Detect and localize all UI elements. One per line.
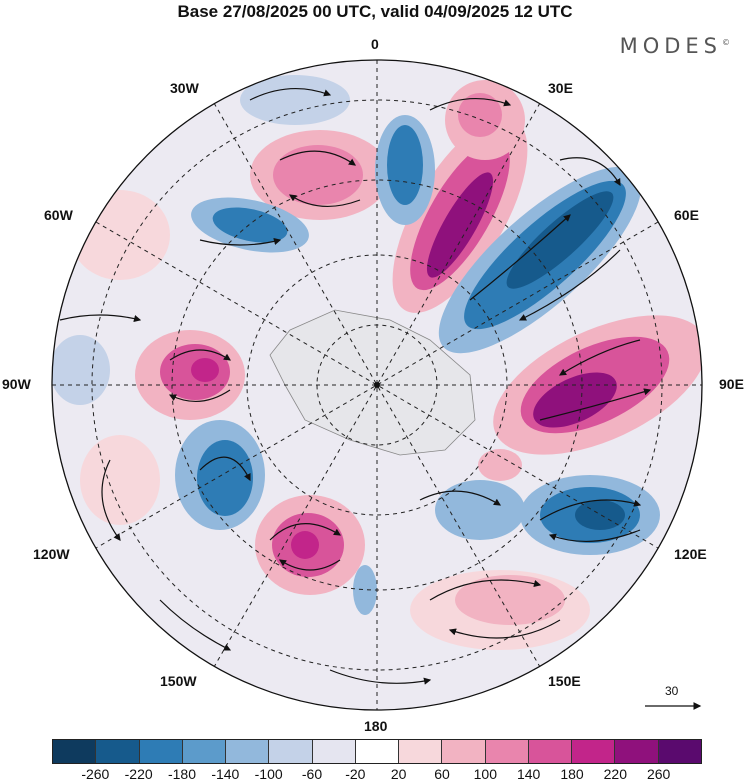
meridian-label-120w: 120W <box>33 546 70 562</box>
wind-reference-value: 30 <box>665 684 679 698</box>
brand-text: MODES <box>619 34 722 58</box>
meridian-label-30w: 30W <box>170 80 199 96</box>
colorbar-tick-label: 100 <box>473 766 498 782</box>
colorbar-tick-label: 60 <box>434 766 450 782</box>
colorbar-swatch <box>355 740 400 763</box>
colorbar-tick-label: -60 <box>301 766 323 782</box>
colorbar-tick-label: 180 <box>560 766 584 782</box>
map-boundary <box>51 59 703 711</box>
colorbar-tick-label: -220 <box>124 766 153 782</box>
colorbar-tick-label: -140 <box>211 766 240 782</box>
colorbar-swatch <box>226 740 270 763</box>
colorbar <box>52 739 702 764</box>
colorbar-swatch <box>615 740 659 763</box>
colorbar-tick-label: 20 <box>390 766 407 782</box>
meridian-label-180: 180 <box>364 718 388 734</box>
meridian-label-30e: 30E <box>548 80 573 96</box>
colorbar-tick-label: 260 <box>646 766 671 782</box>
anomaly-field <box>52 60 702 710</box>
colorbar-swatch <box>442 740 486 763</box>
colorbar-swatch <box>182 740 227 763</box>
colorbar-swatch <box>399 740 443 763</box>
meridian-label-90w: 90W <box>2 376 31 392</box>
colorbar-tick-label: -180 <box>167 766 197 782</box>
colorbar-swatch <box>572 740 616 763</box>
colorbar-ticks: -260 -220 -180 -140 -100 -60 -20 20 60 100 140 180 2… <box>52 766 702 783</box>
colorbar-swatch <box>269 740 313 763</box>
meridian-label-60w: 60W <box>44 207 73 223</box>
colorbar-swatch <box>312 740 356 763</box>
colorbar-swatch <box>658 740 701 763</box>
colorbar-tick-label: 140 <box>516 766 541 782</box>
meridian-label-150e: 150E <box>548 673 581 689</box>
colorbar-swatch <box>528 740 573 763</box>
colorbar-swatch <box>96 740 140 763</box>
colorbar-tick-label: -260 <box>81 766 110 782</box>
meridian-label-150w: 150W <box>160 673 197 689</box>
map-title: Base 27/08/2025 00 UTC, valid 04/09/2025… <box>177 2 573 21</box>
brand-mark: © <box>722 38 730 47</box>
meridian-label-60e: 60E <box>674 207 699 223</box>
meridian-label-120e: 120E <box>674 546 707 562</box>
modes-logo: MODES© <box>620 34 730 58</box>
colorbar-swatch <box>139 740 183 763</box>
colorbar-swatch <box>485 740 529 763</box>
colorbar-swatch <box>53 740 97 763</box>
colorbar-tick-label: -100 <box>254 766 283 782</box>
meridian-label-0: 0 <box>371 36 379 52</box>
meridian-label-90e: 90E <box>719 376 744 392</box>
colorbar-tick-label: 220 <box>603 766 628 782</box>
south-pole-marker <box>374 382 380 388</box>
colorbar-tick-label: -20 <box>345 766 366 782</box>
